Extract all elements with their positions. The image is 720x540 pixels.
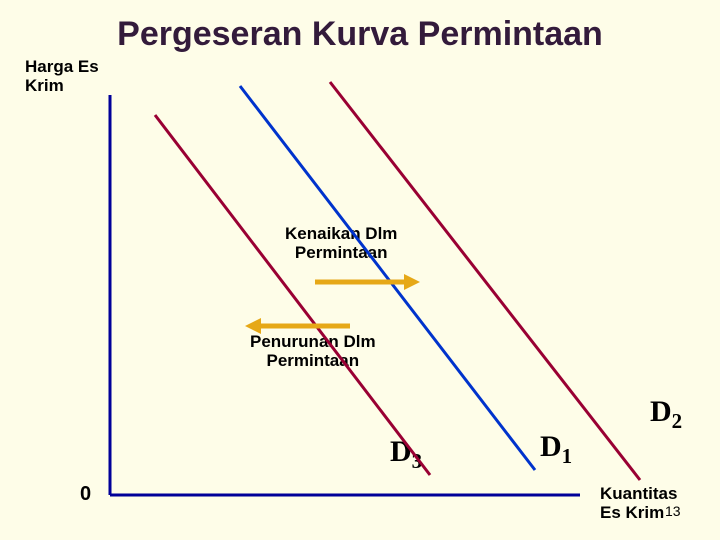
demand-curve-diagram xyxy=(0,0,720,540)
